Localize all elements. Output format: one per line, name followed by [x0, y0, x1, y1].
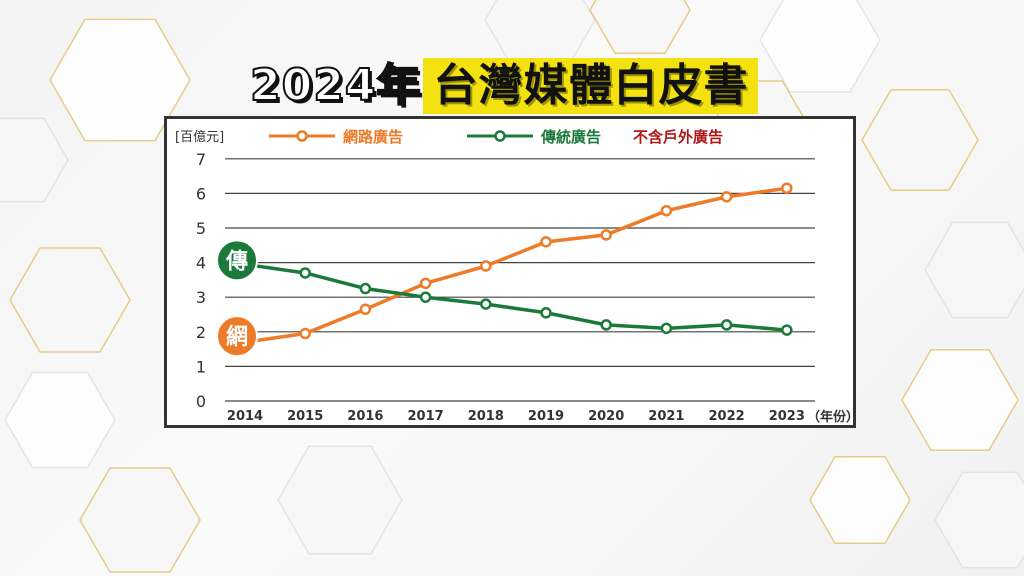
data-point — [600, 229, 612, 241]
background-hexagon — [759, 0, 881, 93]
title-subject: 台灣媒體白皮書 — [423, 58, 759, 114]
data-point — [660, 204, 673, 217]
x-tick-label: 2023 — [769, 409, 805, 424]
legend: 網路廣告 傳統廣告 不含戶外廣告 — [269, 128, 723, 146]
x-tick-label: 2018 — [468, 409, 504, 424]
background-hexagon — [79, 467, 201, 573]
data-point — [299, 327, 311, 340]
background-hexagon — [277, 445, 403, 555]
x-tick-label: 2014 — [227, 409, 263, 424]
series-line-0 — [244, 186, 788, 344]
data-point — [660, 322, 673, 335]
series-badge-label: 網 — [226, 324, 248, 350]
background-hexagon — [49, 18, 191, 142]
data-point — [540, 307, 552, 319]
background-hexagon — [934, 471, 1024, 569]
series-badge-circle — [216, 315, 258, 358]
background-hexagon — [861, 89, 979, 191]
background-hexagon — [924, 221, 1024, 319]
y-unit-label: [百億元] — [175, 129, 224, 145]
x-tick-label: 2020 — [588, 409, 624, 424]
legend-note: 不含戶外廣告 — [633, 128, 723, 146]
legend-traditional-label: 傳統廣告 — [540, 128, 601, 146]
data-point — [359, 282, 372, 295]
title-year: 2024年 — [249, 59, 422, 112]
x-tick-label: 2022 — [709, 409, 745, 424]
series-badges: 網傳 — [216, 239, 258, 358]
y-tick-label: 2 — [196, 323, 206, 342]
data-point — [419, 277, 432, 290]
background-hexagon — [9, 247, 131, 353]
y-tick-label: 4 — [196, 254, 206, 273]
page-title: 2024年 台灣媒體白皮書 — [249, 58, 759, 114]
gridlines — [225, 158, 815, 402]
chart-panel: [百億元] （年份） 0 1 2 3 4 5 6 7 2014 2015 2016 2017 2018 2… — [164, 116, 856, 428]
data-point — [600, 319, 612, 331]
y-tick-label: 6 — [196, 184, 206, 203]
data-point — [781, 182, 793, 194]
y-tick-label: 0 — [196, 392, 206, 411]
series-badge-circle — [216, 239, 258, 282]
data-point — [720, 191, 733, 203]
legend-traditional-marker — [494, 130, 506, 142]
data-point — [720, 319, 733, 331]
background-hexagon — [0, 117, 69, 203]
axis-labels: [百億元] （年份） 0 1 2 3 4 5 6 7 2014 2015 2016 2017 2018 2… — [175, 129, 853, 425]
x-tick-label: 2021 — [648, 409, 684, 424]
x-tick-label: 2015 — [287, 409, 323, 424]
data-point — [419, 291, 432, 303]
legend-online-marker — [296, 130, 308, 142]
y-tick-label: 1 — [196, 357, 206, 376]
background-hexagon — [809, 455, 911, 545]
y-tick-label: 5 — [196, 219, 206, 238]
background-hexagon — [901, 349, 1019, 451]
data-point — [359, 303, 372, 316]
data-point — [781, 324, 793, 336]
data-point — [480, 298, 492, 310]
series-badge-label: 傳 — [225, 249, 248, 274]
x-tick-label: 2016 — [347, 409, 383, 424]
data-point — [540, 236, 552, 248]
x-tick-label: 2017 — [408, 409, 444, 424]
series-line-1 — [244, 262, 787, 332]
y-tick-label: 7 — [196, 150, 206, 169]
background-hexagon — [4, 371, 116, 469]
legend-online-label: 網路廣告 — [343, 128, 403, 146]
background-hexagon — [589, 0, 691, 55]
x-unit-label: （年份） — [807, 409, 853, 425]
series-lines — [244, 182, 793, 344]
line-chart: [百億元] （年份） 0 1 2 3 4 5 6 7 2014 2015 2016 2017 2018 2… — [175, 128, 853, 425]
x-tick-label: 2019 — [528, 409, 564, 424]
data-point — [299, 267, 311, 279]
y-tick-label: 3 — [196, 288, 206, 307]
data-point — [480, 260, 492, 272]
